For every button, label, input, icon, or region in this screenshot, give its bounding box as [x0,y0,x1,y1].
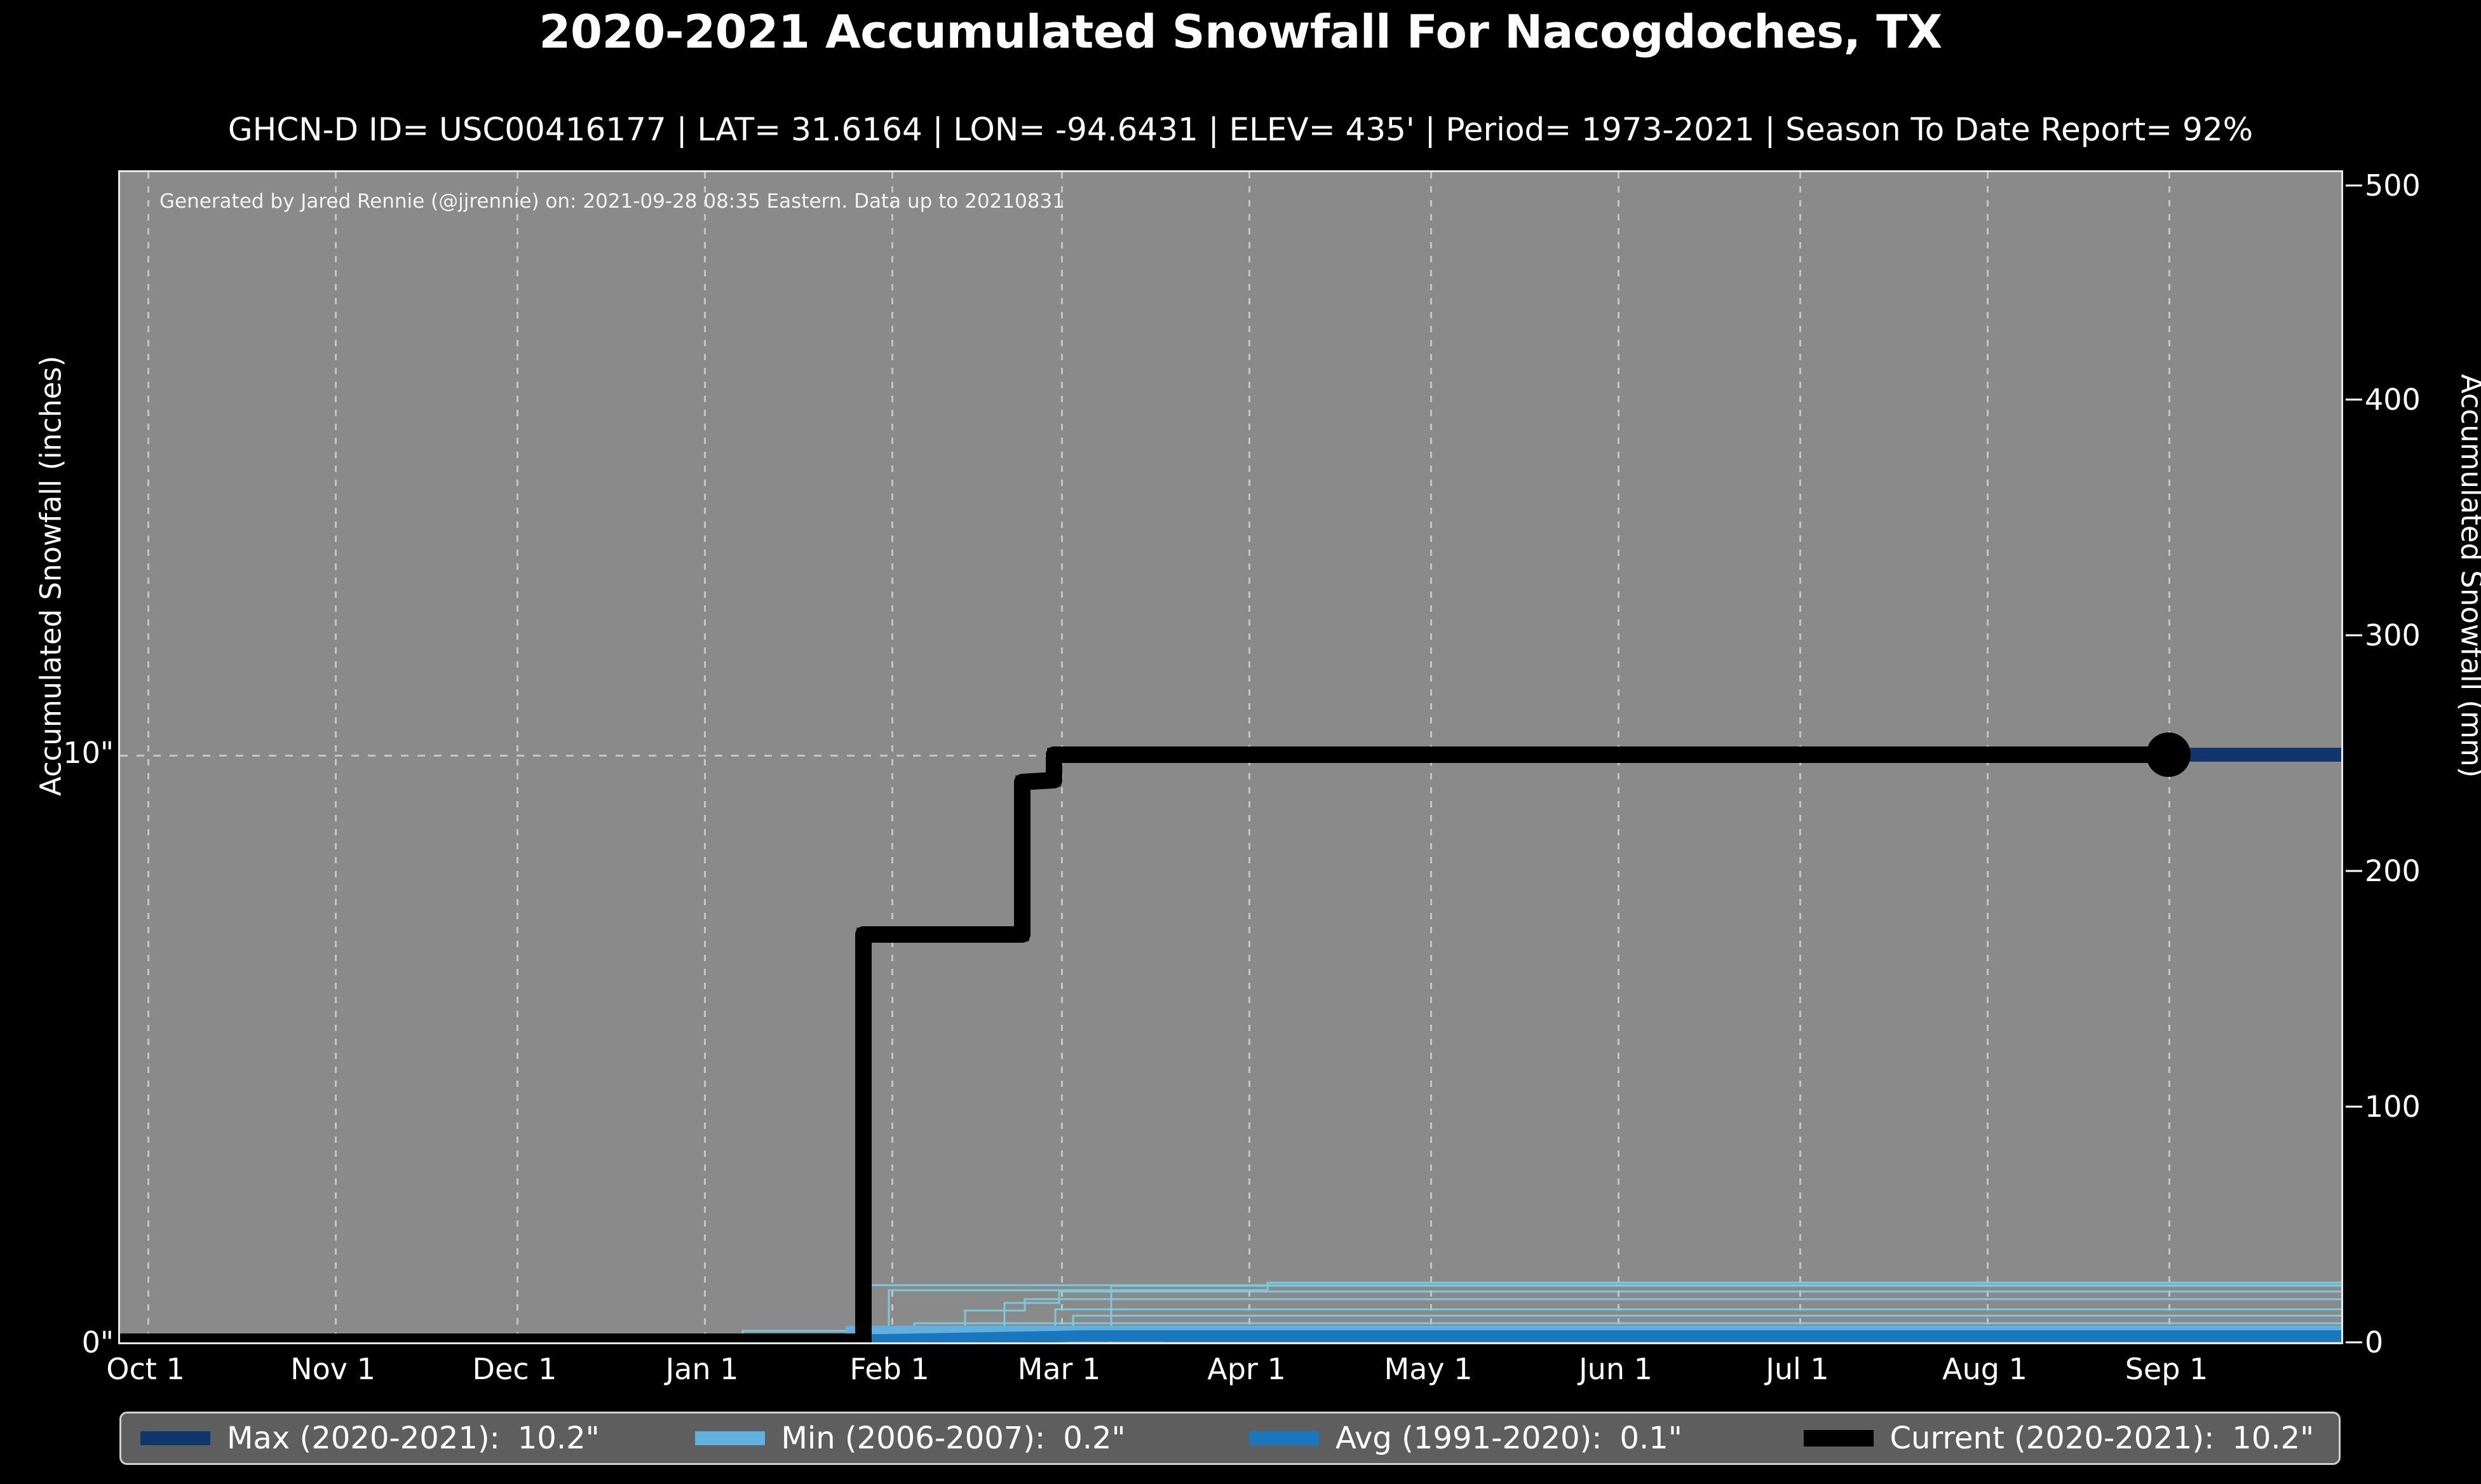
legend-label-avg: Avg (1991-2020): [1335,1420,1602,1456]
y-tick-mark-400mm [2346,398,2362,401]
legend-label-min: Min (2006-2007): [781,1420,1046,1456]
series-max [120,748,2341,1342]
y-tick-mark-0mm [2346,1341,2362,1344]
y-tick-right-400mm: 400 [2365,382,2421,417]
chart-subtitle: GHCN-D ID= USC00416177 | LAT= 31.6164 | … [227,111,2254,148]
legend-label-current: Current (2020-2021): [1889,1420,2215,1456]
chart-plot-area: Generated by Jared Rennie (@jjrennie) on… [118,170,2343,1344]
chart-series-svg [120,732,2341,1342]
legend-swatch-avg [1249,1431,1319,1445]
x-tick-jul-1: Jul 1 [1766,1352,1829,1386]
series-current [120,746,2168,1342]
x-tick-jan-1: Jan 1 [665,1352,739,1386]
legend-item-max[interactable]: Max (2020-2021): 10.2" [121,1420,676,1456]
legend-item-min[interactable]: Min (2006-2007): 0.2" [676,1420,1231,1456]
x-tick-jun-1: Jun 1 [1579,1352,1653,1386]
y-tick-mark-500mm [2346,184,2362,187]
x-tick-aug-1: Aug 1 [1942,1352,2027,1386]
y-axis-right-label: Accumulated Snowfall (mm) [2454,374,2481,778]
x-tick-apr-1: Apr 1 [1207,1352,1286,1386]
y-tick-right-100mm: 100 [2365,1089,2421,1124]
plot-inner: Generated by Jared Rennie (@jjrennie) on… [120,172,2341,1342]
x-tick-sep-1: Sep 1 [2125,1352,2208,1386]
y-tick-mark-100mm [2346,1105,2362,1108]
attribution-text: Generated by Jared Rennie (@jjrennie) on… [159,190,1065,213]
current-value-marker [2146,732,2191,777]
y-tick-right-0mm: 0 [2365,1325,2384,1359]
x-tick-nov-1: Nov 1 [290,1352,375,1386]
x-tick-mar-1: Mar 1 [1017,1352,1101,1386]
y-tick-right-500mm: 500 [2365,168,2421,203]
legend-value-max: 10.2" [517,1420,600,1456]
x-tick-dec-1: Dec 1 [472,1352,557,1386]
y-tick-right-300mm: 300 [2365,618,2421,652]
legend-value-current: 10.2" [2232,1420,2315,1456]
gridline-dec-1 [517,172,518,1342]
legend-swatch-min [694,1431,765,1445]
gridline-nov-1 [335,172,337,1342]
x-tick-may-1: May 1 [1384,1352,1473,1386]
page-title: 2020-2021 Accumulated Snowfall For Nacog… [539,5,1942,58]
legend-item-current[interactable]: Current (2020-2021): 10.2" [1785,1420,2339,1456]
y-tick-mark-300mm [2346,634,2362,637]
legend-value-avg: 0.1" [1619,1420,1682,1456]
legend-value-min: 0.2" [1063,1420,1126,1456]
y-axis-left-label: Accumulated Snowfall (inches) [34,355,68,797]
gridline-jan-1 [704,172,706,1342]
legend-label-max: Max (2020-2021): [227,1420,500,1456]
y-tick-left-10in: 10" [63,736,114,770]
y-tick-right-200mm: 200 [2365,854,2421,888]
chart-legend: Max (2020-2021): 10.2" Min (2006-2007): … [119,1412,2341,1465]
gridline-feb-1 [891,172,893,1342]
y-tick-mark-200mm [2346,870,2362,872]
y-tick-left-0in: 0" [81,1325,114,1359]
x-tick-feb-1: Feb 1 [849,1352,930,1386]
x-tick-oct-1: Oct 1 [106,1352,185,1386]
gridline-oct-1 [147,172,149,1342]
legend-swatch-max [140,1431,210,1445]
legend-item-avg[interactable]: Avg (1991-2020): 0.1" [1230,1420,1785,1456]
legend-swatch-current [1803,1430,1874,1447]
